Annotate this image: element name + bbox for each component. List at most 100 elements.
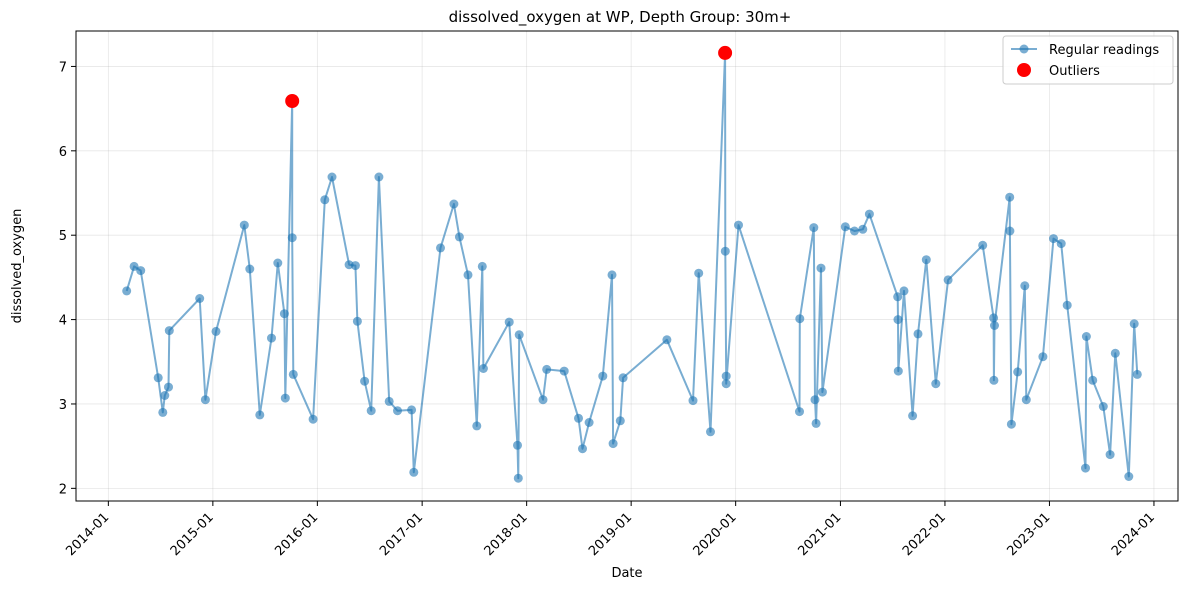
- data-point: [899, 286, 909, 296]
- y-tick-label: 6: [59, 145, 67, 160]
- data-point: [908, 411, 918, 421]
- data-point: [584, 418, 594, 427]
- data-point: [393, 406, 402, 416]
- regular-readings-line: [125, 51, 1139, 480]
- data-point: [513, 440, 522, 450]
- y-tick-label: 3: [59, 398, 67, 413]
- data-point: [1081, 332, 1091, 341]
- y-tick-label: 7: [59, 60, 67, 75]
- data-point: [795, 407, 804, 417]
- data-point: [542, 364, 552, 374]
- data-point: [129, 261, 139, 271]
- data-point: [164, 326, 174, 336]
- data-point: [598, 371, 608, 381]
- data-point: [811, 418, 821, 428]
- data-point: [504, 317, 514, 327]
- data-point: [280, 393, 290, 403]
- y-tick-label: 2: [59, 482, 67, 497]
- data-point: [160, 391, 170, 400]
- data-point: [477, 261, 487, 271]
- data-point: [352, 316, 362, 326]
- data-point: [578, 444, 587, 454]
- data-point: [662, 335, 672, 345]
- data-point: [1124, 472, 1134, 481]
- chart-title: dissolved_oxygen at WP, Depth Group: 30m…: [449, 8, 792, 27]
- data-point: [931, 379, 941, 389]
- regular-readings-markers: [122, 48, 1142, 483]
- data-point: [559, 366, 569, 376]
- data-point: [449, 199, 459, 209]
- data-point: [893, 315, 903, 325]
- y-tick-label: 4: [59, 314, 67, 329]
- data-point: [211, 326, 221, 336]
- legend: Regular readings Outliers: [1002, 35, 1174, 85]
- data-point: [478, 364, 488, 373]
- data-point: [1132, 369, 1142, 379]
- plot-frame: [75, 30, 1179, 502]
- data-point: [893, 366, 903, 376]
- legend-outlier-marker: [1017, 63, 1031, 77]
- data-point: [721, 371, 731, 381]
- data-point: [255, 410, 265, 420]
- data-point: [327, 172, 337, 182]
- data-point: [273, 258, 283, 268]
- data-point: [809, 223, 819, 233]
- data-point: [720, 246, 730, 256]
- data-point: [1020, 281, 1030, 291]
- data-point: [721, 379, 731, 389]
- data-point: [1006, 419, 1016, 429]
- data-point: [943, 275, 953, 285]
- legend-outlier-label: Outliers: [1049, 64, 1100, 79]
- data-point: [287, 233, 297, 243]
- data-point: [1105, 450, 1115, 460]
- data-point: [850, 226, 859, 236]
- data-point: [164, 382, 173, 392]
- data-point: [1110, 348, 1120, 358]
- data-point: [1049, 234, 1058, 244]
- data-point: [308, 414, 318, 424]
- data-point: [734, 220, 743, 230]
- data-point: [454, 232, 464, 242]
- data-point: [195, 294, 205, 303]
- data-point: [320, 195, 330, 205]
- data-point: [1013, 367, 1023, 377]
- data-point: [1021, 395, 1031, 405]
- data-point: [706, 427, 715, 437]
- outlier-markers: [285, 45, 733, 108]
- data-point: [817, 387, 827, 397]
- data-point: [978, 240, 988, 250]
- data-point: [239, 220, 249, 230]
- data-point: [1038, 352, 1048, 362]
- data-point: [990, 321, 999, 330]
- data-point: [840, 222, 850, 232]
- data-point: [158, 407, 168, 417]
- data-point: [913, 329, 923, 339]
- data-point: [921, 255, 931, 265]
- data-point: [1098, 402, 1108, 411]
- data-point: [816, 263, 826, 273]
- grid: [76, 31, 1178, 501]
- data-point: [615, 416, 625, 426]
- data-point: [1129, 319, 1139, 329]
- data-point: [858, 224, 868, 234]
- data-point: [694, 268, 704, 278]
- data-point: [608, 439, 618, 449]
- data-point: [136, 266, 146, 276]
- data-point: [1062, 300, 1072, 310]
- y-axis-label: dissolved_oxygen: [10, 209, 25, 324]
- data-point: [153, 373, 163, 383]
- outlier-point: [718, 45, 733, 60]
- legend-regular-label: Regular readings: [1049, 43, 1159, 58]
- data-point: [463, 270, 473, 280]
- series-line-regular-readings: [125, 51, 1139, 480]
- data-point: [1056, 239, 1066, 249]
- data-point: [607, 270, 617, 280]
- data-point: [989, 375, 999, 385]
- data-point: [513, 473, 523, 483]
- data-point: [1005, 192, 1015, 202]
- data-point: [618, 373, 628, 383]
- data-point: [1005, 226, 1015, 236]
- data-point: [538, 395, 548, 405]
- data-point: [795, 314, 805, 324]
